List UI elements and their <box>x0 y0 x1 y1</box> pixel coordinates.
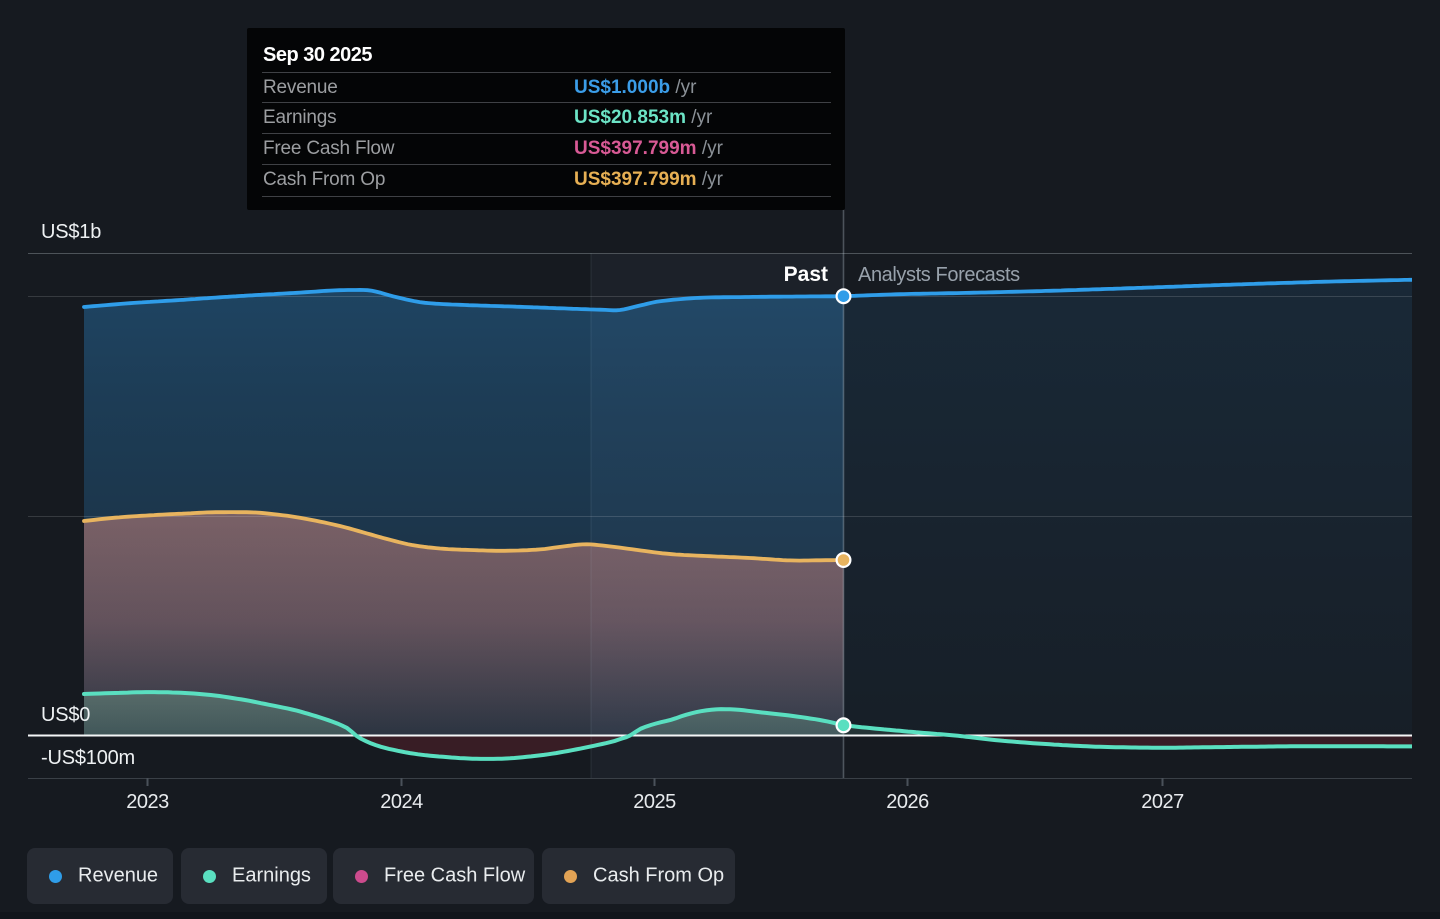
svg-text:2023: 2023 <box>126 791 169 813</box>
svg-text:US$1b: US$1b <box>41 221 101 243</box>
svg-text:2024: 2024 <box>380 791 423 813</box>
svg-text:2025: 2025 <box>633 791 676 813</box>
svg-text:Analysts Forecasts: Analysts Forecasts <box>858 264 1020 286</box>
svg-text:US$0: US$0 <box>41 704 90 726</box>
svg-text:-US$100m: -US$100m <box>41 747 135 769</box>
svg-text:Past: Past <box>784 263 828 286</box>
svg-text:2027: 2027 <box>1141 791 1184 813</box>
svg-text:2026: 2026 <box>886 791 929 813</box>
